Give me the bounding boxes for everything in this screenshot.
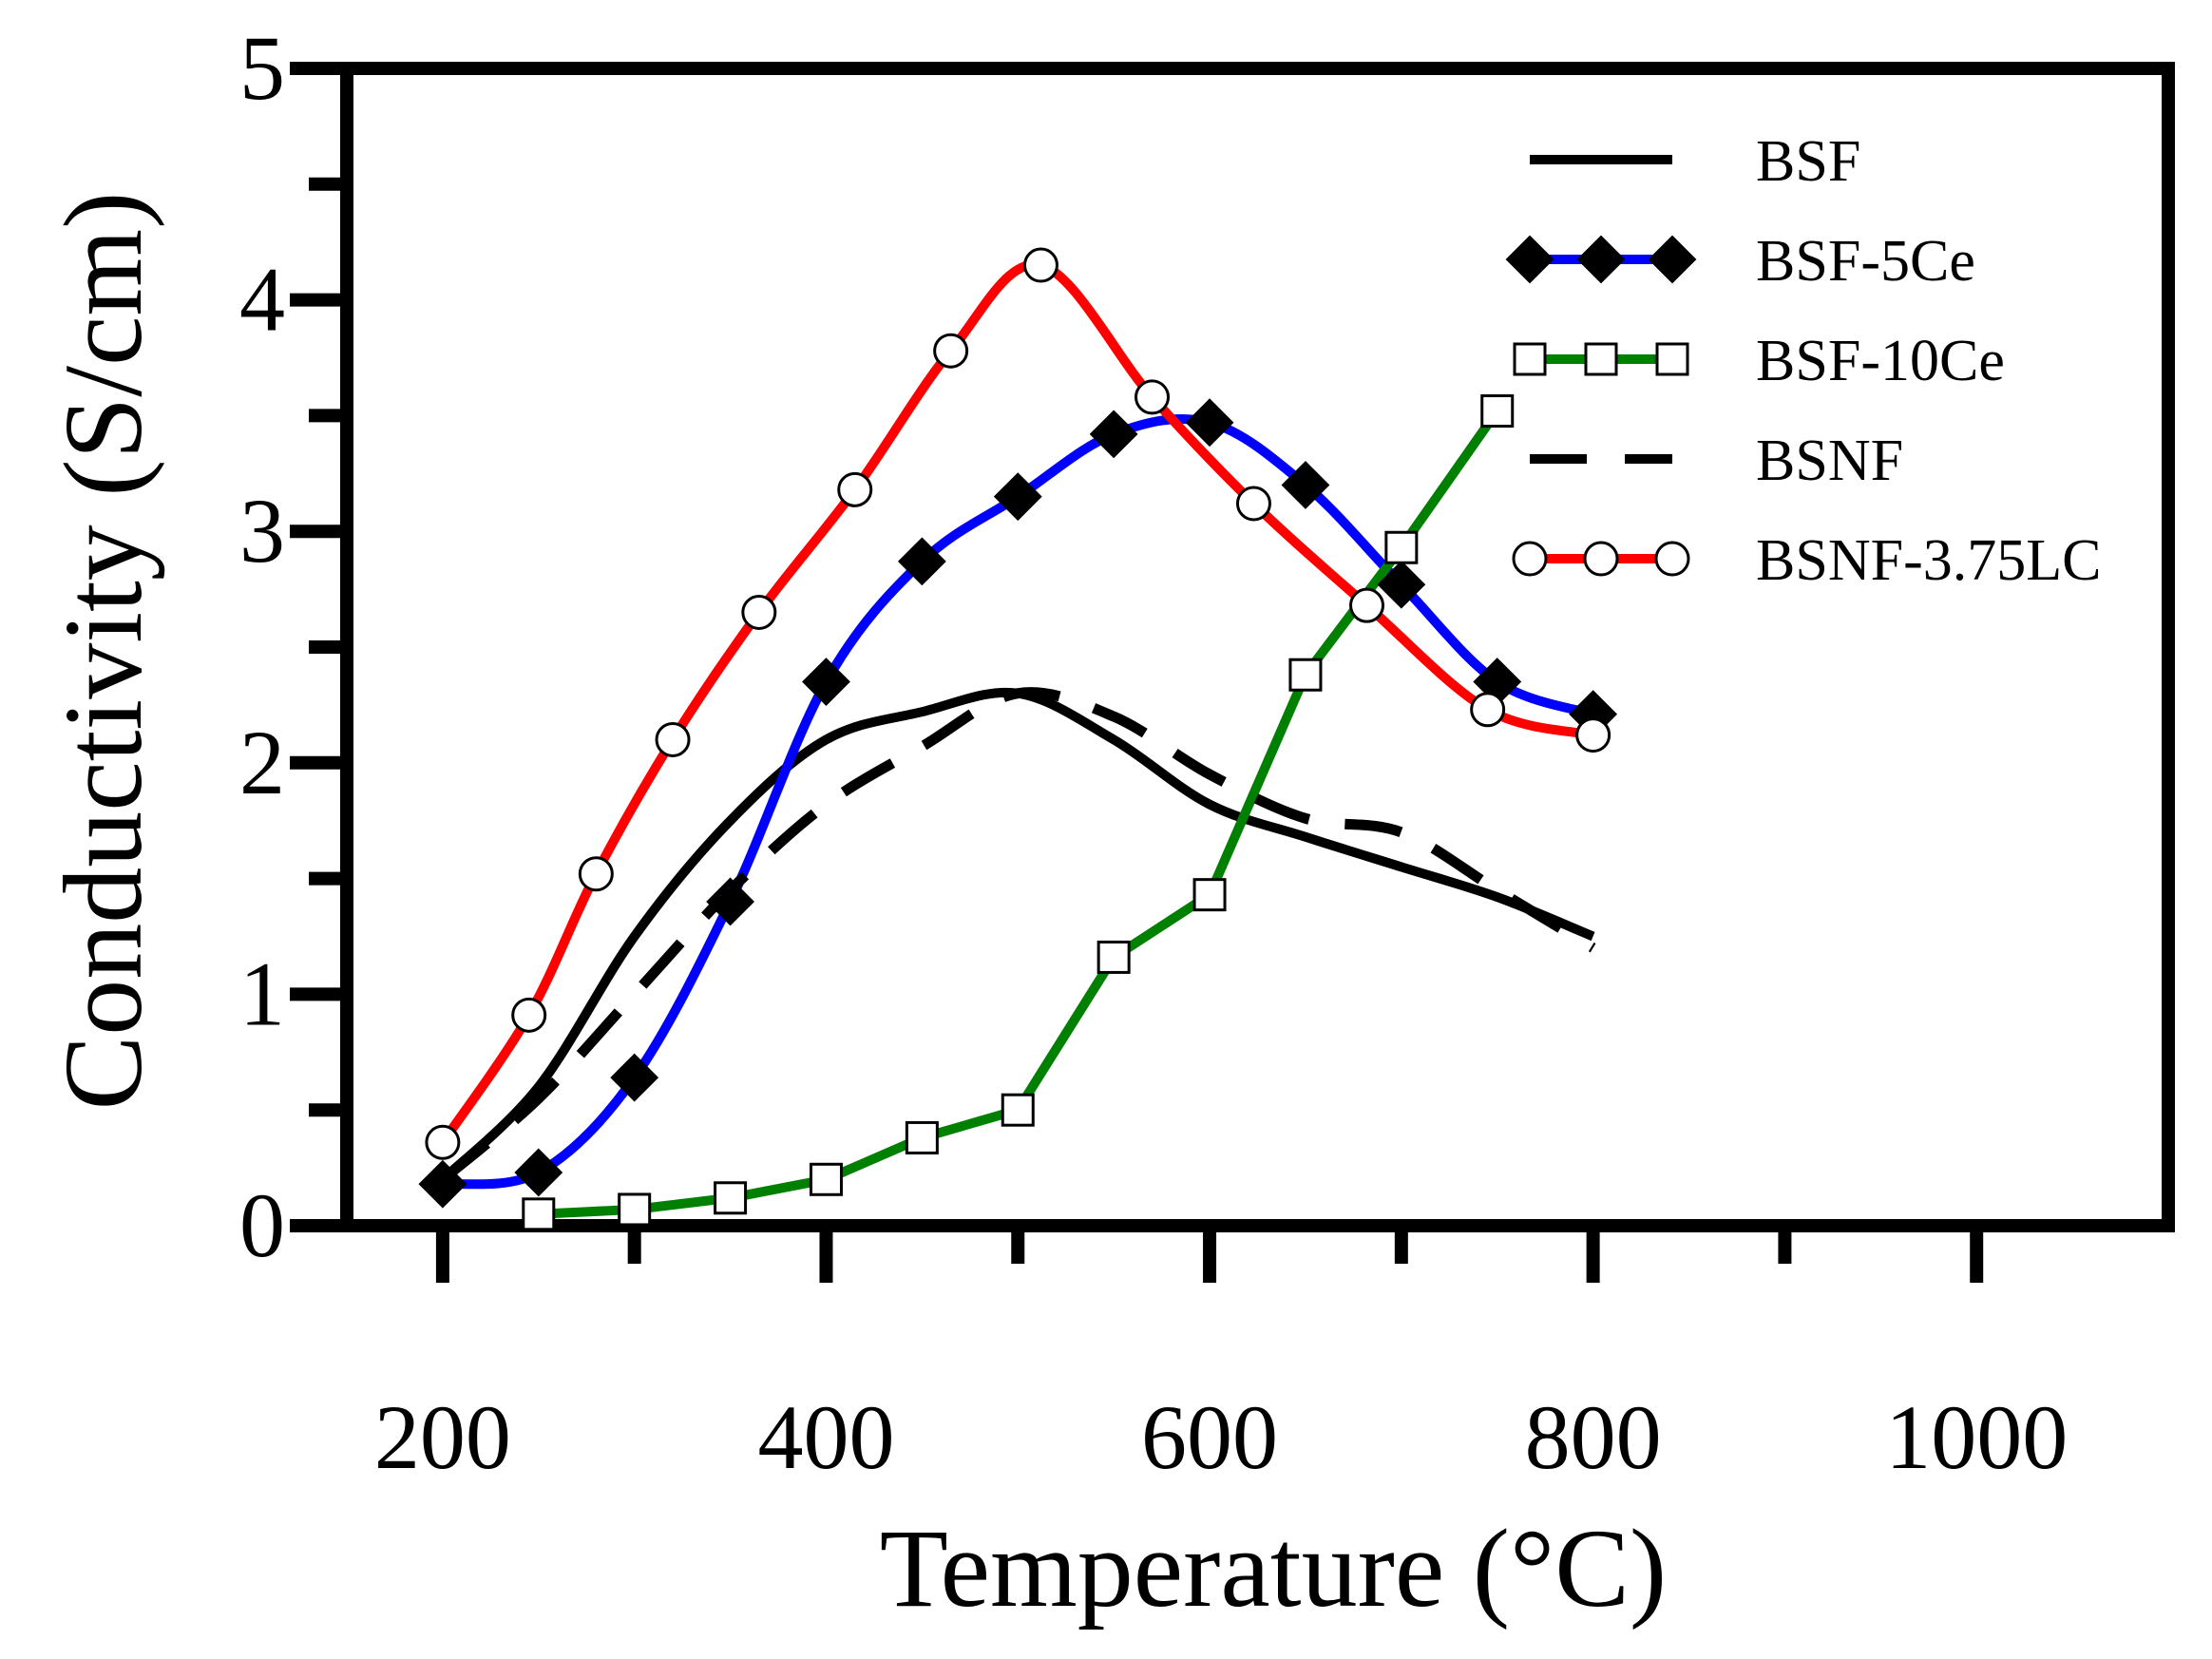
legend-marker-bsf-10ce [1513, 342, 1547, 376]
series-line-bsf [439, 687, 1595, 1183]
data-point-bsf-10ce [1288, 658, 1323, 692]
y-tick-label: 1 [239, 943, 285, 1044]
legend-label-bsnf-3-75lc: BSNF-3.75LC [1756, 528, 2101, 593]
data-point-bsf-5ce [802, 658, 850, 706]
y-tick-label: 2 [239, 712, 285, 813]
legend-marker-bsf-5ce [1648, 235, 1697, 284]
data-point-bsnf-3-75lc [1022, 247, 1058, 283]
data-point-bsf-5ce [1185, 398, 1234, 448]
data-point-bsnf-3-75lc [1575, 717, 1611, 753]
data-point-bsf-10ce [1384, 530, 1419, 564]
data-point-bsf-10ce [1001, 1093, 1035, 1127]
data-point-bsnf-3-75lc [1135, 379, 1171, 415]
data-point-bsnf-3-75lc [655, 721, 691, 757]
legend-marker-bsf-10ce [1584, 342, 1618, 376]
y-tick-label: 4 [239, 249, 285, 351]
legend-marker-bsnf-3-75lc [1654, 541, 1690, 577]
data-point-bsf-10ce [714, 1181, 748, 1215]
data-point-bsf-5ce [514, 1148, 563, 1197]
x-tick-label: 1000 [1885, 1386, 2068, 1488]
data-point-bsnf-3-75lc [741, 594, 777, 630]
x-axis-title: Temperature (°C) [880, 1506, 1667, 1630]
legend-label-bsf: BSF [1756, 129, 1860, 194]
x-tick-label: 600 [1141, 1386, 1278, 1488]
data-point-bsf-5ce [610, 1053, 659, 1102]
legend-marker-bsf-5ce [1505, 235, 1554, 284]
x-tick-label: 800 [1525, 1386, 1662, 1488]
legend-marker-bsnf-3-75lc [1512, 541, 1548, 577]
data-point-bsnf-3-75lc [933, 333, 969, 369]
legend: BSF BSF-5Ce BSF-10Ce BSNF BSNF-3.75LC [1505, 129, 2101, 593]
data-point-bsf-10ce [618, 1192, 652, 1227]
data-point-bsf-5ce [1377, 560, 1426, 609]
data-point-bsnf-3-75lc [837, 471, 873, 507]
axis-ticks [290, 62, 1984, 1283]
data-point-bsf-5ce [1089, 410, 1138, 459]
tick-labels: 200 400 600 800 1000 0 1 2 3 4 5 [239, 17, 2068, 1488]
data-point-bsf-5ce [418, 1159, 467, 1209]
y-tick-label: 3 [239, 480, 285, 582]
legend-label-bsnf: BSNF [1756, 429, 1903, 493]
legend-label-bsf-5ce: BSF-5Ce [1756, 229, 1975, 294]
data-point-bsf-10ce [1096, 940, 1131, 974]
data-point-bsnf-3-75lc [1349, 587, 1385, 623]
legend-label-bsf-10ce: BSF-10Ce [1756, 329, 2005, 393]
data-point-bsf-10ce [1192, 878, 1227, 912]
data-point-bsnf-3-75lc [511, 997, 547, 1033]
x-tick-label: 200 [374, 1386, 511, 1488]
data-point-bsf-5ce [1281, 461, 1330, 509]
data-point-bsf-10ce [522, 1197, 556, 1231]
y-tick-label: 5 [239, 17, 285, 119]
data-point-bsnf-3-75lc [425, 1124, 461, 1160]
data-point-bsf-5ce [706, 877, 754, 926]
data-point-bsnf-3-75lc [1470, 692, 1506, 728]
data-point-bsf-10ce [809, 1162, 843, 1196]
data-point-bsnf-3-75lc [1235, 486, 1271, 522]
data-point-bsnf-3-75lc [578, 856, 614, 892]
data-point-bsf-10ce [905, 1120, 939, 1154]
legend-marker-bsf-5ce [1576, 235, 1626, 284]
data-point-bsf-5ce [993, 472, 1042, 522]
legend-marker-bsf-10ce [1655, 342, 1689, 376]
data-point-bsf-5ce [897, 537, 946, 586]
y-tick-label: 0 [239, 1174, 285, 1276]
series-markers [418, 247, 1618, 1231]
legend-marker-bsnf-3-75lc [1583, 541, 1619, 577]
y-axis-title: Conductivity (S/cm) [41, 192, 165, 1111]
data-point-bsf-10ce [1480, 394, 1515, 429]
x-tick-label: 400 [757, 1386, 894, 1488]
